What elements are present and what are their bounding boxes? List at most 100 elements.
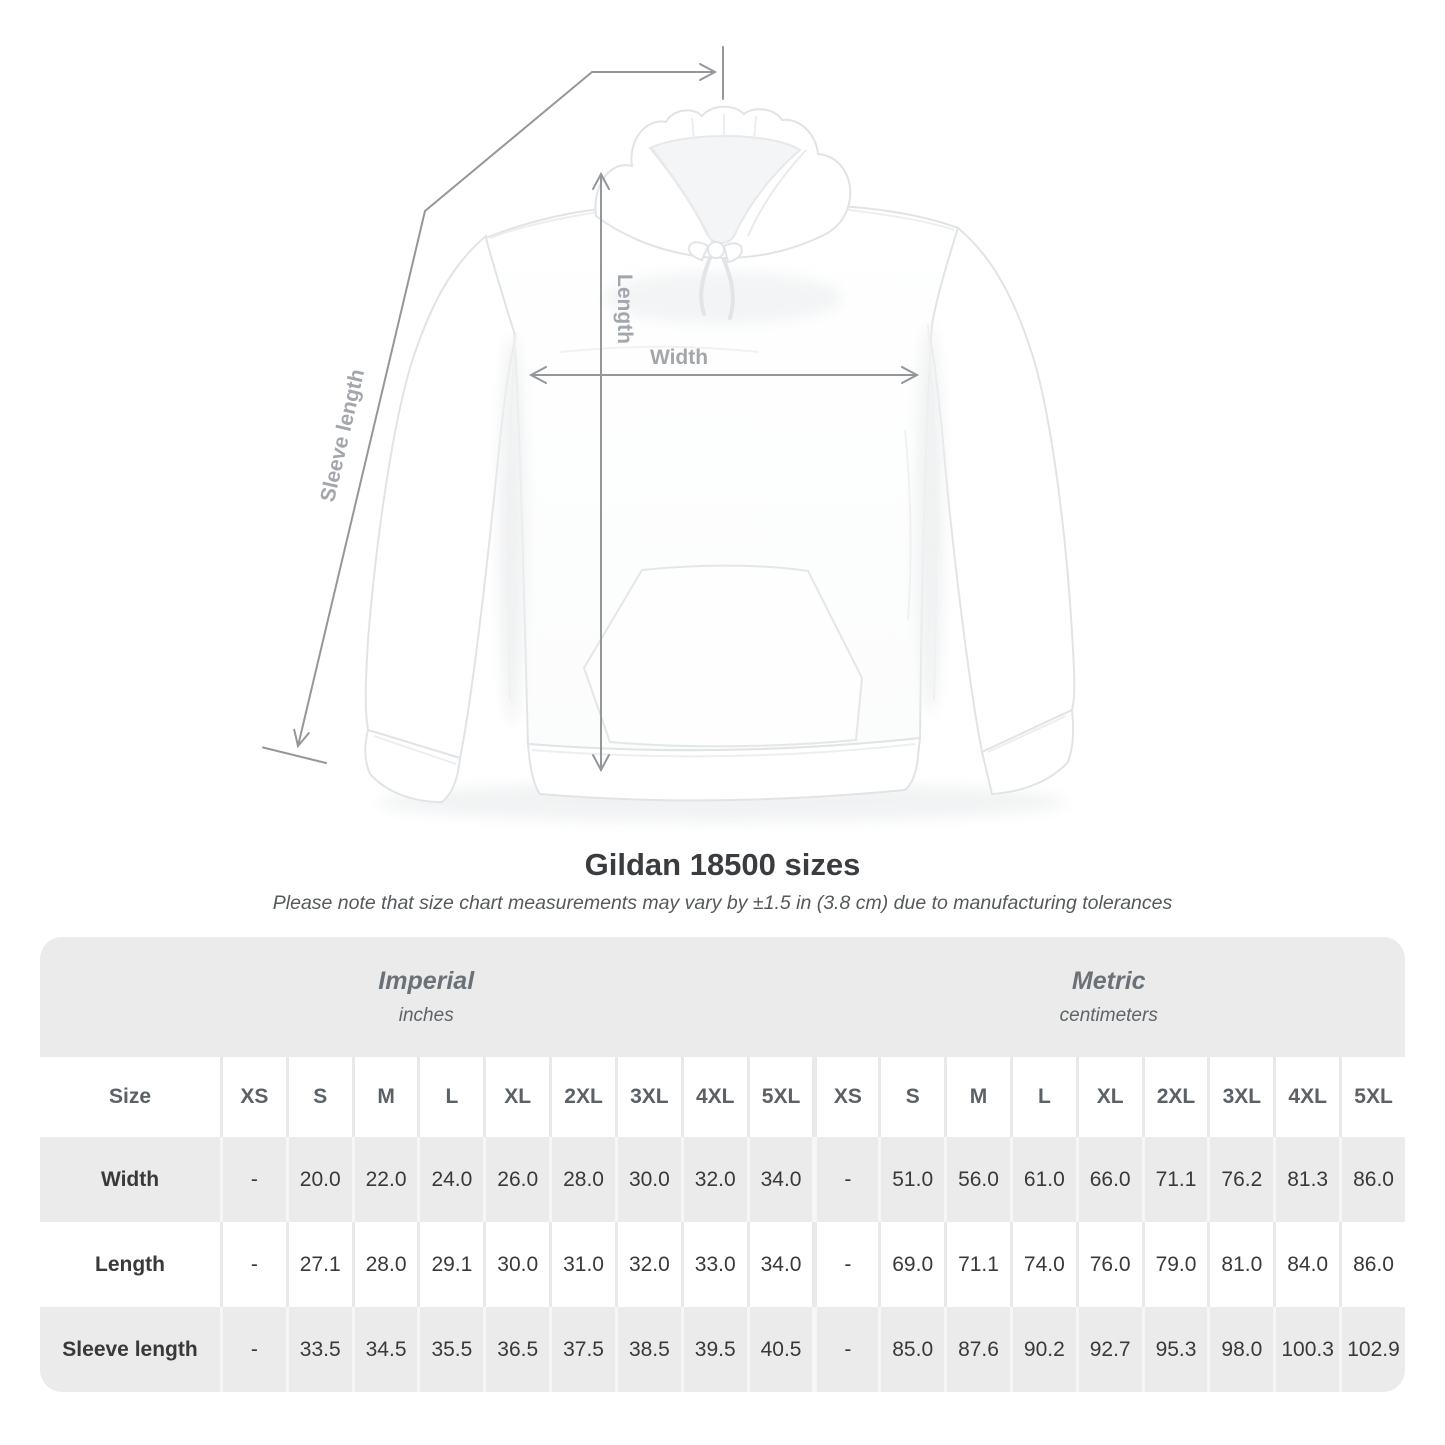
hoodie-sleeves	[364, 226, 1076, 804]
measurement-cell: 26.0	[483, 1137, 550, 1222]
drawstring-loop-left	[687, 241, 710, 262]
measurement-cell: 74.0	[1009, 1222, 1076, 1307]
drawstring-left	[699, 256, 712, 316]
measurement-cell: 85.0	[878, 1307, 945, 1392]
measurement-cell: -	[220, 1137, 286, 1222]
kangaroo-pocket	[582, 564, 864, 748]
measurement-cell: 35.5	[417, 1307, 484, 1392]
measurement-row: Length -27.1 28.0 29.1 30.0 31.0 32.0 33.0 34.0-…	[40, 1222, 1405, 1307]
measurement-cell: -	[812, 1137, 879, 1222]
hem-band	[526, 736, 922, 802]
measurement-cell: 36.5	[483, 1307, 550, 1392]
sleeve-diagonal-2	[297, 210, 426, 747]
sleeve-diagonal-1	[424, 71, 593, 212]
size-col-header: XS	[220, 1057, 286, 1137]
drawstring-knot	[707, 241, 725, 259]
size-col-header: S	[285, 1057, 352, 1137]
measurement-cell: 40.5	[746, 1307, 813, 1392]
measurement-cell: 79.0	[1141, 1222, 1208, 1307]
size-col-header: S	[878, 1057, 945, 1137]
measurement-cell: 31.0	[549, 1222, 615, 1307]
measurement-cell: 100.3	[1273, 1307, 1340, 1392]
measurement-cell: 33.5	[285, 1307, 352, 1392]
unit-section-row: Imperial inches Metric centimeters	[40, 937, 1405, 1057]
size-col-header: 3XL	[1207, 1057, 1274, 1137]
hem-seam	[531, 743, 916, 758]
measurement-cell: 38.5	[614, 1307, 681, 1392]
measurement-cell: 76.0	[1075, 1222, 1142, 1307]
measurement-cell: 56.0	[944, 1137, 1010, 1222]
size-col-header: 5XL	[1339, 1057, 1405, 1137]
size-col-header: 3XL	[614, 1057, 681, 1137]
width-arrowhead-left	[528, 366, 547, 384]
imperial-section-unit: inches	[398, 1005, 454, 1026]
metric-section-title: Metric	[1071, 967, 1146, 995]
measurement-cell: 27.1	[285, 1222, 352, 1307]
right-cuff	[980, 708, 1075, 796]
measurement-cell: 81.3	[1273, 1137, 1340, 1222]
measurement-cell: 98.0	[1207, 1307, 1274, 1392]
size-corner-header: Size	[40, 1057, 220, 1137]
measurement-cell: 24.0	[417, 1137, 484, 1222]
size-header-row: Size XS S M L XL 2XL 3XL 4XL 5XL XS S M L XL 2XL 3XL 4XL…	[40, 1057, 1405, 1137]
drawstrings	[687, 241, 743, 320]
measurement-cell: 51.0	[878, 1137, 945, 1222]
size-col-header: 2XL	[1141, 1057, 1208, 1137]
measurement-cell: 32.0	[614, 1222, 681, 1307]
size-col-header: XS	[812, 1057, 879, 1137]
measurement-cell: 28.0	[549, 1137, 615, 1222]
measurement-cell: 34.0	[746, 1137, 813, 1222]
hoodie-measurement-diagram: Width Length Sleeve length	[262, 46, 1076, 822]
size-col-header: M	[944, 1057, 1010, 1137]
measurement-cell: 30.0	[483, 1222, 550, 1307]
right-sleeve	[924, 226, 1076, 754]
measurement-cell: 61.0	[1009, 1137, 1076, 1222]
size-col-header: XL	[1075, 1057, 1142, 1137]
drawstring-right	[722, 258, 735, 320]
measurement-cell: 34.5	[351, 1307, 418, 1392]
measurement-rows: Width -20.0 22.0 24.0 26.0 28.0 30.0 32.0 34.0-5…	[40, 1137, 1405, 1392]
left-cuff	[364, 728, 462, 804]
measurement-row: Width -20.0 22.0 24.0 26.0 28.0 30.0 32.0 34.0-5…	[40, 1137, 1405, 1222]
measurement-cell: 37.5	[549, 1307, 615, 1392]
size-col-header: L	[1009, 1057, 1076, 1137]
row-label: Sleeve length	[40, 1307, 220, 1392]
metric-section-unit: centimeters	[1059, 1005, 1158, 1026]
measurement-cell: 71.1	[944, 1222, 1010, 1307]
measurement-cell: 102.9	[1339, 1307, 1405, 1392]
size-col-header: XL	[483, 1057, 550, 1137]
measurement-cell: 28.0	[351, 1222, 418, 1307]
sleeve-arrowhead-bottom	[293, 728, 310, 749]
measurement-cell: 84.0	[1273, 1222, 1340, 1307]
measurement-cell: 22.0	[351, 1137, 418, 1222]
measurement-cell: -	[812, 1307, 879, 1392]
imperial-section-header: Imperial inches	[40, 937, 813, 1057]
metric-section-header: Metric centimeters	[812, 937, 1405, 1057]
measurement-cell: 33.0	[680, 1222, 747, 1307]
sleeve-arrowhead-right	[699, 63, 718, 81]
size-chart-table: Imperial inches Metric centimeters Size …	[40, 937, 1405, 1392]
length-arrowhead-top	[592, 171, 610, 190]
length-label: Length	[613, 274, 636, 344]
seams	[507, 323, 937, 701]
measurement-cell: 32.0	[680, 1137, 747, 1222]
width-label: Width	[650, 346, 708, 369]
measurement-cell: 29.1	[417, 1222, 484, 1307]
measurement-cell: 71.1	[1141, 1137, 1208, 1222]
size-col-header: 2XL	[549, 1057, 615, 1137]
measurement-cell: -	[812, 1222, 879, 1307]
measurement-cell: 81.0	[1207, 1222, 1274, 1307]
size-col-header: 4XL	[680, 1057, 747, 1137]
size-col-header: 4XL	[1273, 1057, 1340, 1137]
measurement-cell: -	[220, 1307, 286, 1392]
row-label: Width	[40, 1137, 220, 1222]
measurement-cell: -	[220, 1222, 286, 1307]
measurement-cell: 34.0	[746, 1222, 813, 1307]
measurement-cell: 30.0	[614, 1137, 681, 1222]
measurement-cell: 20.0	[285, 1137, 352, 1222]
imperial-section-title: Imperial	[378, 967, 475, 995]
width-arrowhead-right	[901, 366, 920, 384]
measurement-cell: 92.7	[1075, 1307, 1142, 1392]
measurement-cell: 86.0	[1339, 1137, 1405, 1222]
